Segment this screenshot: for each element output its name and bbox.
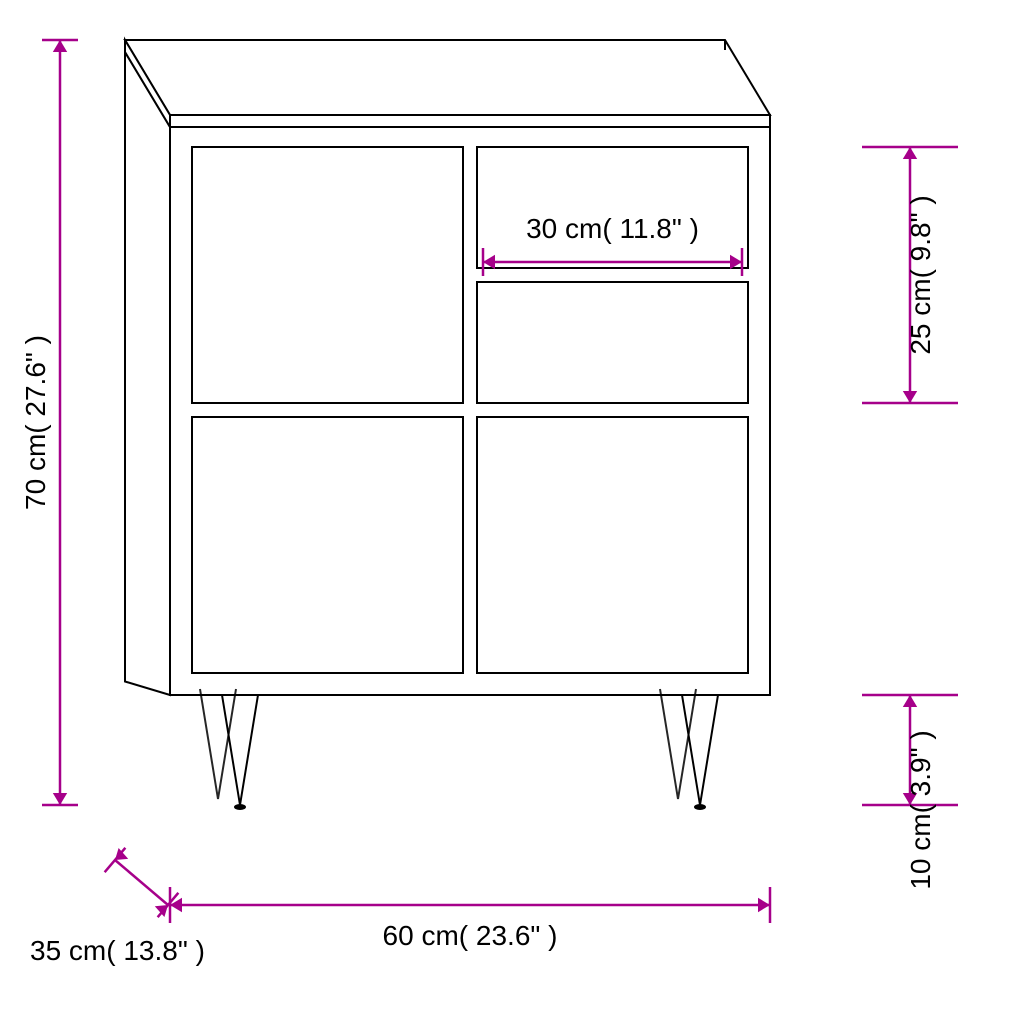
dim-label-leg-height: 10 cm( 3.9" ): [905, 730, 936, 889]
dim-label-drawer-width: 30 cm( 11.8" ): [526, 213, 699, 244]
dim-label-width: 60 cm( 23.6" ): [383, 920, 558, 951]
door-bottom-left: [192, 417, 463, 673]
hairpin-leg: [200, 689, 258, 810]
dimension-diagram: 70 cm( 27.6" ) 30 cm( 11.8" ) 25 cm( 9.8" …: [0, 0, 1024, 1024]
door-bottom-right: [477, 417, 748, 673]
cabinet-side-face: [125, 52, 170, 695]
dim-label-depth: 35 cm( 13.8" ): [30, 935, 205, 966]
dim-line-depth: [115, 860, 168, 905]
cabinet-top-face: [125, 40, 770, 115]
hairpin-leg: [660, 689, 718, 810]
drawer-top-right-1: [477, 147, 748, 268]
drawer-top-right-2: [477, 282, 748, 403]
dim-label-drawer-height: 25 cm( 9.8" ): [905, 195, 936, 354]
dim-label-height: 70 cm( 27.6" ): [20, 335, 51, 510]
door-top-left: [192, 147, 463, 403]
